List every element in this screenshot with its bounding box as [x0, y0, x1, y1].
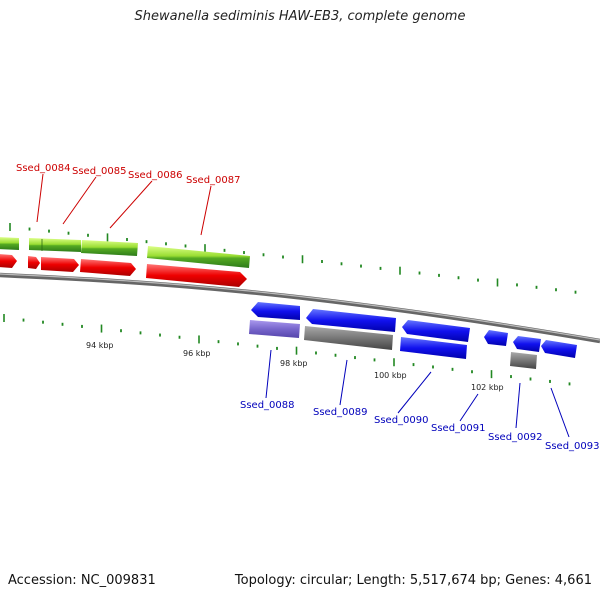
reverse-cds-arrow [251, 302, 300, 320]
inner-tick-row [3, 314, 571, 386]
scale-label: 98 kbp [280, 359, 308, 368]
reverse-gene-track [249, 320, 537, 369]
leader-line [339, 359, 348, 406]
gene-label-ssed-0090[interactable]: Ssed_0090 [374, 415, 429, 426]
leader-line [459, 393, 479, 422]
forward-cds-arrow [80, 259, 136, 276]
reverse-cds-arrow [513, 336, 541, 352]
accession-label: Accession: NC_009831 [8, 573, 156, 588]
leader-line [36, 173, 44, 223]
gene-label-ssed-0087[interactable]: Ssed_0087 [186, 175, 241, 186]
reverse-cds-arrow [484, 330, 508, 346]
genome-summary: Topology: circular; Length: 5,517,674 bp… [234, 573, 592, 588]
leader-line [62, 176, 97, 225]
scale-labels: 94 kbp 96 kbp 98 kbp 100 kbp 102 kbp [86, 341, 504, 392]
reverse-cds-arrow [400, 337, 467, 359]
forward-cds-arrow [28, 256, 40, 269]
leader-line [200, 185, 212, 236]
scale-label: 100 kbp [374, 371, 407, 380]
reverse-gene-bar [249, 320, 300, 338]
gene-label-ssed-0092[interactable]: Ssed_0092 [488, 432, 543, 443]
leader-line [397, 371, 432, 414]
gene-label-ssed-0093[interactable]: Ssed_0093 [545, 441, 600, 452]
scale-label: 94 kbp [86, 341, 114, 350]
reverse-gene-bar [304, 326, 393, 350]
forward-gene-bar [147, 246, 250, 268]
reverse-cds-arrow [541, 340, 577, 358]
leader-line [109, 180, 153, 229]
gene-label-ssed-0084[interactable]: Ssed_0084 [16, 163, 71, 174]
forward-cds-arrow [0, 254, 17, 268]
forward-gene-bar [29, 238, 81, 252]
reverse-gene-bar [510, 352, 537, 369]
reverse-gene-labels: Ssed_0088 Ssed_0089 Ssed_0090 Ssed_0091 … [240, 349, 600, 452]
scale-label: 102 kbp [471, 383, 504, 392]
gene-label-ssed-0085[interactable]: Ssed_0085 [72, 166, 127, 177]
forward-gene-bar [81, 240, 138, 256]
gene-label-ssed-0086[interactable]: Ssed_0086 [128, 170, 183, 181]
leader-line [265, 349, 272, 399]
forward-cds-track [0, 254, 247, 287]
outer-tick-row [9, 223, 577, 294]
genome-title: Shewanella sediminis HAW-EB3, complete g… [134, 9, 466, 24]
forward-gene-bar [0, 237, 19, 250]
gene-label-ssed-0089[interactable]: Ssed_0089 [313, 407, 368, 418]
genome-backbone-highlight [0, 273, 600, 341]
leader-line [515, 382, 521, 429]
leader-line [550, 387, 570, 438]
gene-label-ssed-0088[interactable]: Ssed_0088 [240, 400, 295, 411]
forward-gene-track [0, 237, 250, 268]
reverse-cds-arrow [402, 320, 470, 342]
forward-cds-arrow [41, 257, 79, 272]
reverse-cds-arrow [306, 309, 396, 332]
genome-backbone [0, 272, 600, 344]
scale-label: 96 kbp [183, 349, 211, 358]
forward-gene-labels: Ssed_0084 Ssed_0085 Ssed_0086 Ssed_0087 [16, 163, 241, 236]
forward-cds-arrow [146, 264, 247, 287]
reverse-cds-track [251, 302, 577, 358]
gene-label-ssed-0091[interactable]: Ssed_0091 [431, 423, 486, 434]
